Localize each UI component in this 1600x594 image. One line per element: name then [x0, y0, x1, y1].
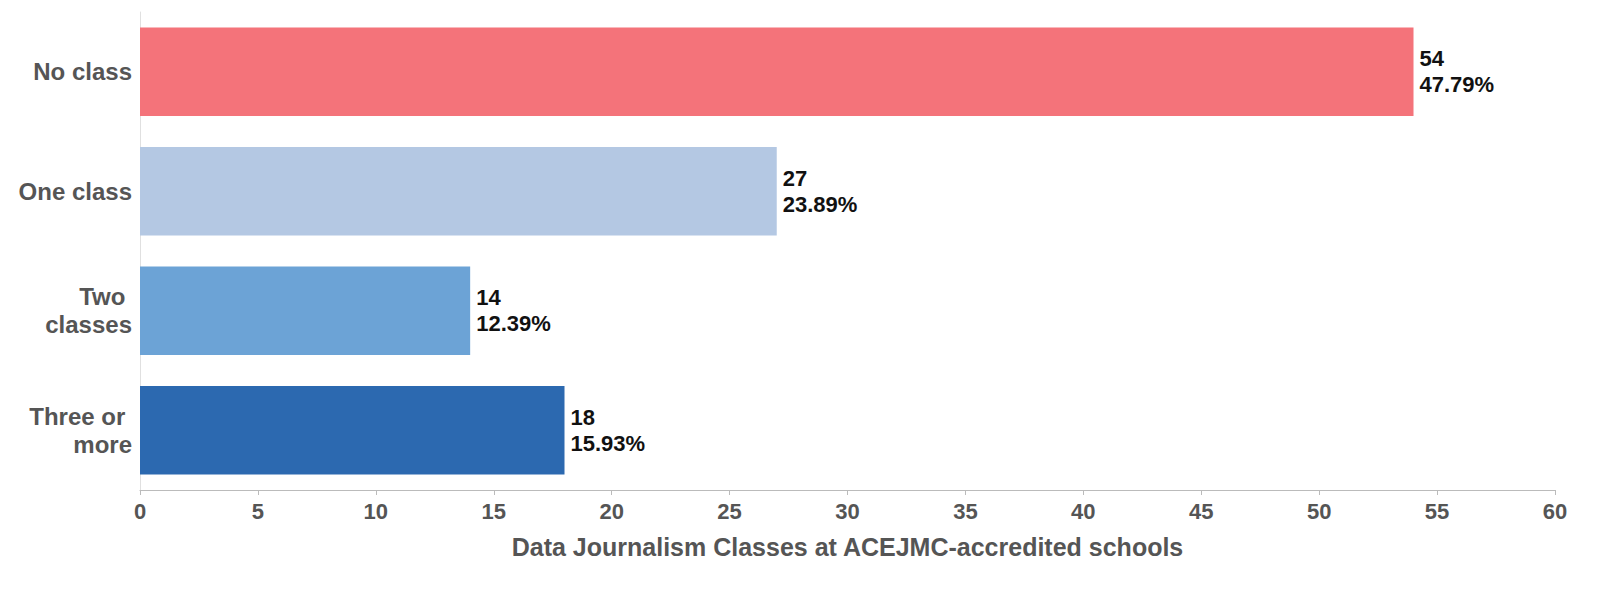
svg-text:Two: Two: [79, 283, 132, 310]
svg-text:50: 50: [1307, 499, 1331, 524]
svg-text:35: 35: [953, 499, 977, 524]
svg-text:60: 60: [1543, 499, 1567, 524]
svg-text:10: 10: [364, 499, 388, 524]
svg-text:classes: classes: [45, 311, 132, 338]
svg-text:20: 20: [599, 499, 623, 524]
svg-text:25: 25: [717, 499, 741, 524]
svg-text:30: 30: [835, 499, 859, 524]
svg-text:14: 14: [476, 285, 501, 310]
svg-text:5: 5: [252, 499, 264, 524]
svg-text:18: 18: [571, 405, 595, 430]
svg-text:0: 0: [134, 499, 146, 524]
svg-text:No class: No class: [33, 58, 132, 85]
svg-text:more: more: [73, 431, 132, 458]
svg-text:12.39%: 12.39%: [476, 311, 551, 336]
svg-text:55: 55: [1425, 499, 1449, 524]
svg-text:45: 45: [1189, 499, 1213, 524]
svg-text:23.89%: 23.89%: [783, 192, 858, 217]
svg-text:54: 54: [1420, 46, 1445, 71]
svg-text:Data Journalism Classes at ACE: Data Journalism Classes at ACEJMC-accred…: [512, 533, 1184, 561]
svg-text:15.93%: 15.93%: [571, 431, 646, 456]
svg-text:Three or: Three or: [29, 403, 132, 430]
svg-text:40: 40: [1071, 499, 1095, 524]
svg-text:15: 15: [482, 499, 506, 524]
svg-text:47.79%: 47.79%: [1420, 72, 1495, 97]
svg-text:One class: One class: [19, 178, 132, 205]
svg-text:27: 27: [783, 166, 807, 191]
